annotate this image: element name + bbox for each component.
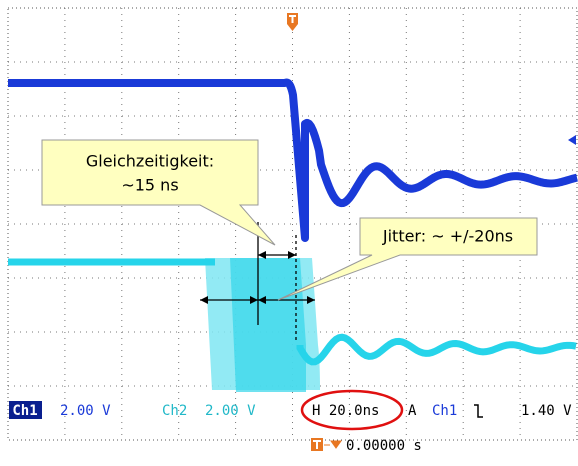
- trigger-source: Ch1: [432, 403, 457, 419]
- ch2-jitter-band: [230, 258, 306, 392]
- callout-text: Jitter: ~ +/-20ns: [382, 227, 513, 246]
- ch1-label: Ch1: [12, 403, 37, 419]
- callout-text: ~15 ns: [121, 176, 178, 195]
- ch1-scale: 2.00 V: [60, 403, 111, 419]
- trigger-mode: A: [408, 403, 417, 419]
- callout-text: Gleichzeitigkeit:: [86, 152, 214, 171]
- ch2-scale: 2.00 V: [205, 403, 256, 419]
- trigger-level: 1.40 V: [521, 403, 572, 419]
- ch2-label: Ch2: [162, 403, 187, 419]
- trigger-position: 0.00000 s: [346, 438, 422, 454]
- scope-screen: Gleichzeitigkeit: ~15 ns Jitter: ~ +/-20…: [0, 0, 578, 466]
- timebase: H 20.0ns: [312, 403, 379, 419]
